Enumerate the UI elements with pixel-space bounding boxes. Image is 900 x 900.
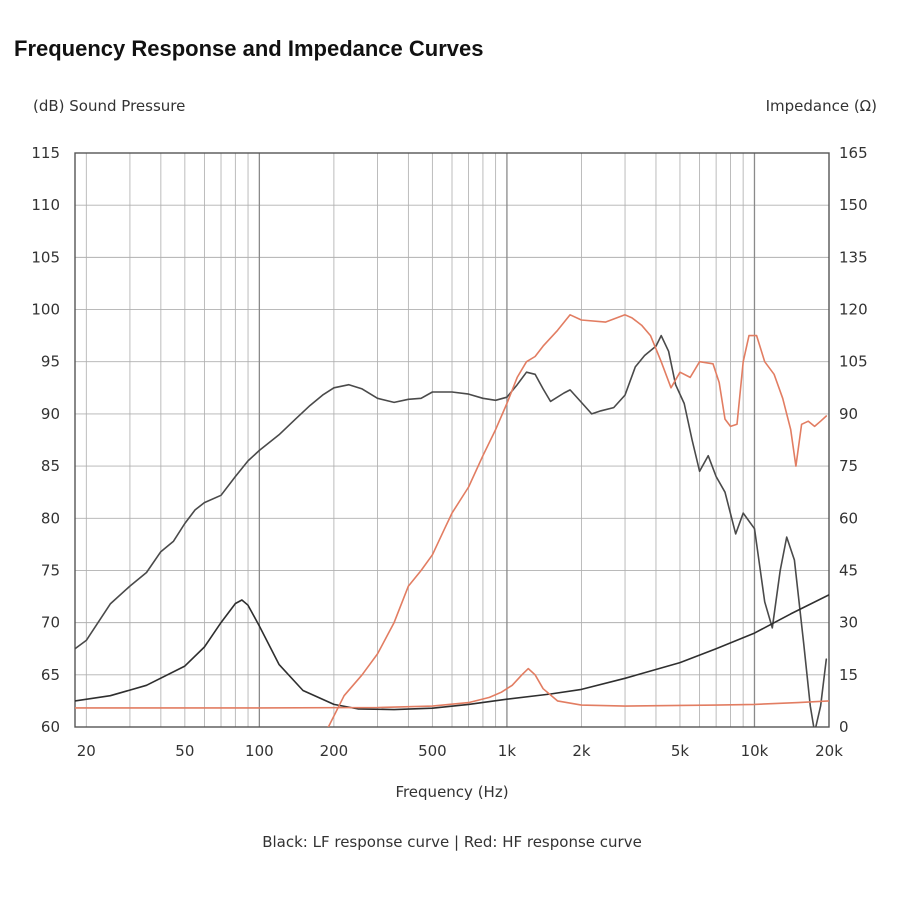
y-left-tick-label: 65 [41, 666, 60, 684]
x-tick-label: 20k [815, 742, 843, 760]
x-tick-label: 5k [671, 742, 690, 760]
series-line-hf-impedance [75, 667, 829, 709]
x-tick-label: 500 [418, 742, 447, 760]
chart-title: Frequency Response and Impedance Curves [14, 36, 484, 61]
y-left-tick-label: 75 [41, 561, 60, 579]
y-right-tick-label: 30 [839, 614, 858, 632]
y-left-tick-label: 105 [31, 248, 60, 266]
major-gridlines [258, 153, 756, 727]
y-right-tick-label: 150 [839, 196, 868, 214]
x-tick-label: 20 [77, 742, 96, 760]
y-left-tick-label: 90 [41, 405, 60, 423]
y-right-tick-label: 90 [839, 405, 858, 423]
y-left-tick-label: 85 [41, 457, 60, 475]
y-right-tick-label: 105 [839, 353, 868, 371]
y-right-tick-label: 45 [839, 561, 858, 579]
x-tick-label: 1k [498, 742, 517, 760]
x-tick-label: 10k [741, 742, 769, 760]
y-right-tick-label: 75 [839, 457, 858, 475]
y-right-tick-label: 165 [839, 144, 868, 162]
series-line-hf-sound-pressure [327, 314, 828, 727]
y-left-tick-label: 80 [41, 509, 60, 527]
y-right-tick-label: 135 [839, 248, 868, 266]
x-tick-label: 2k [572, 742, 591, 760]
y-left-tick-label: 115 [31, 144, 60, 162]
x-tick-label: 50 [175, 742, 194, 760]
x-tick-label: 100 [245, 742, 274, 760]
plot-frame [74, 152, 830, 728]
legend-caption: Black: LF response curve | Red: HF respo… [262, 833, 642, 851]
y-right-tick-label: 120 [839, 301, 868, 319]
y-left-tick-label: 60 [41, 718, 60, 736]
y-left-tick-label: 100 [31, 301, 60, 319]
y-left-axis-label: (dB) Sound Pressure [33, 97, 185, 115]
y-left-tick-label: 110 [31, 196, 60, 214]
y-right-tick-label: 60 [839, 509, 858, 527]
y-right-axis-label: Impedance (Ω) [766, 97, 877, 115]
x-tick-label: 200 [320, 742, 349, 760]
tick-labels: 20 50 100 200 500 1k 2k 5k 10k 20k 60 65 70 75 80 85 90 9… [31, 144, 867, 760]
series-layer [75, 314, 829, 727]
minor-gridlines [75, 152, 830, 728]
series-line-lf-impedance [75, 594, 829, 711]
y-right-tick-label: 0 [839, 718, 849, 736]
y-right-tick-label: 15 [839, 666, 858, 684]
x-axis-label: Frequency (Hz) [395, 783, 508, 801]
series-line-lf-sound-pressure [75, 334, 828, 727]
y-left-tick-label: 70 [41, 614, 60, 632]
y-left-tick-label: 95 [41, 353, 60, 371]
